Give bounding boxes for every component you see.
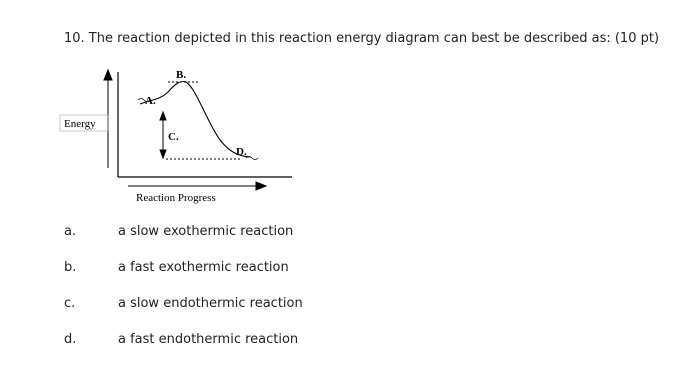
option-text: a fast endothermic reaction <box>118 332 298 347</box>
label-b: B. <box>176 69 186 81</box>
question: 10. The reaction depicted in this reacti… <box>64 31 659 46</box>
diagram <box>59 68 292 191</box>
option-letter: c. <box>64 296 75 311</box>
option-letter: a. <box>64 224 76 239</box>
option-text: a slow exothermic reaction <box>118 224 293 239</box>
x-axis-label: Reaction Progress <box>136 192 216 204</box>
option-text: a slow endothermic reaction <box>118 296 303 311</box>
label-d: D. <box>236 146 247 158</box>
label-c: C. <box>168 131 179 143</box>
option-letter: d. <box>64 332 76 347</box>
y-axis-label: Energy <box>64 118 96 130</box>
label-a: A. <box>145 95 156 107</box>
option-text: a fast exothermic reaction <box>118 260 289 275</box>
option-letter: b. <box>64 260 76 275</box>
options: a. a slow exothermic reaction b. a fast exo… <box>64 224 303 347</box>
